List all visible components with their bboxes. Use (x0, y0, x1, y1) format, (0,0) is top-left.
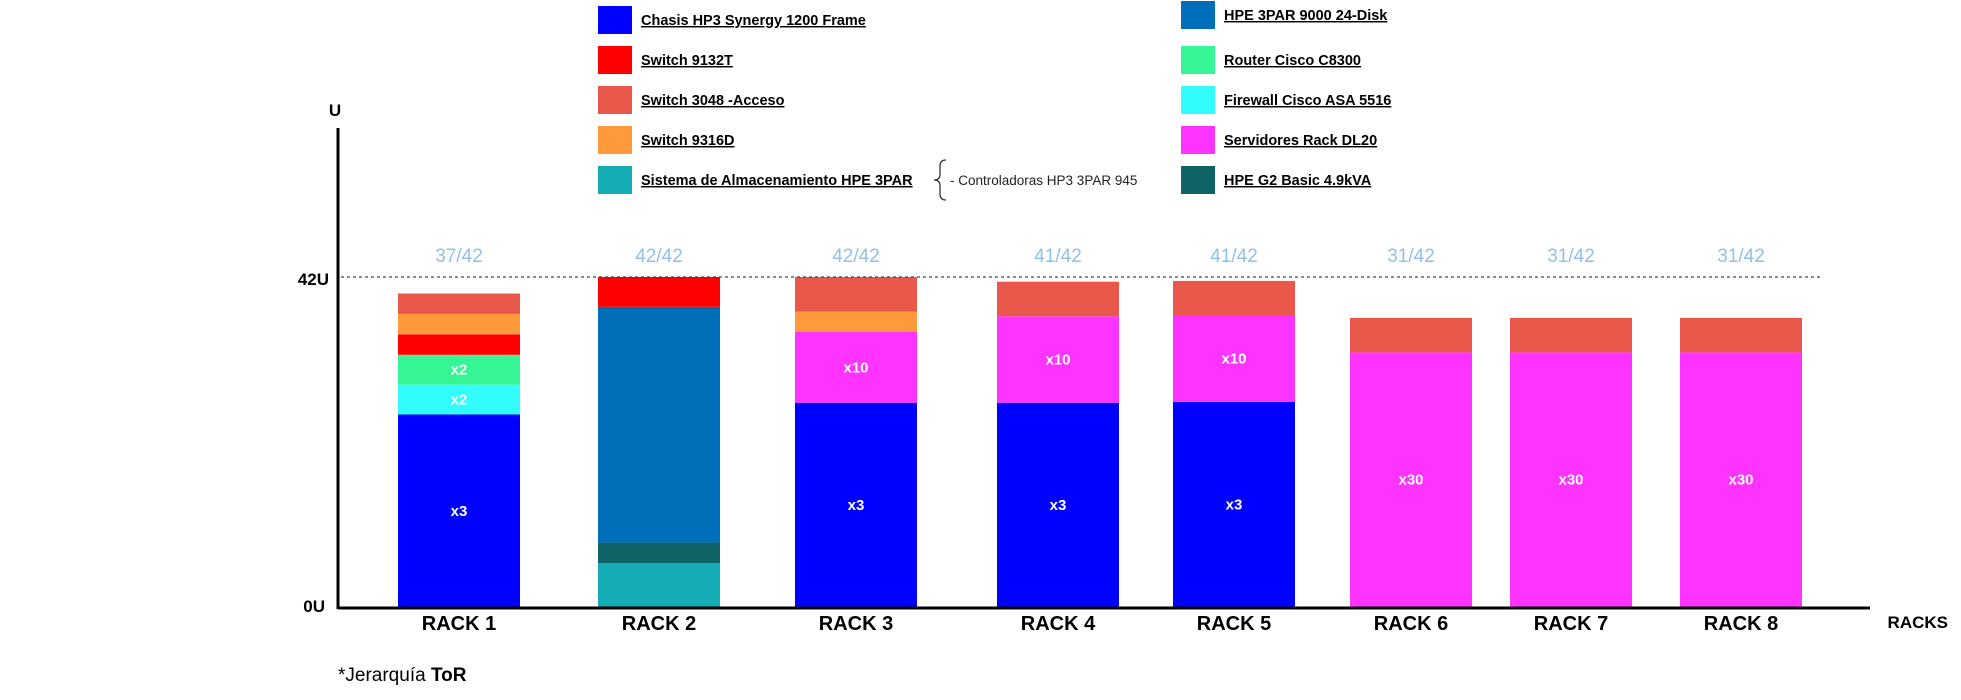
x-tick-rack-1: RACK 1 (422, 613, 496, 635)
segment-chasis (398, 414, 520, 607)
legend-swatch-sw3048 (598, 86, 632, 114)
segment-servers (997, 316, 1119, 403)
segment-label-servers: x30 (1398, 472, 1423, 489)
rack-bar-4: x3 x10 (997, 281, 1119, 607)
rack-bar-8: x30 (1680, 317, 1802, 607)
x-tick-rack-3: RACK 3 (819, 613, 893, 635)
segment-label-chasis: x3 (451, 503, 468, 520)
rack-bar-6: x30 (1350, 317, 1472, 607)
segment-label-servers: x10 (1221, 351, 1246, 368)
legend-swatch-disk (1181, 1, 1215, 29)
legend-label-disk: HPE 3PAR 9000 24-Disk (1224, 8, 1388, 24)
legend-label-sw9316: Switch 9316D (641, 133, 735, 149)
segment-sw9132 (398, 334, 520, 355)
legend-swatch-sw9316 (598, 126, 632, 154)
footnote-prefix: *Jerarquía (338, 665, 431, 686)
usage-label-rack-3: 42/42 (832, 246, 880, 267)
legend: Chasis HP3 Synergy 1200 Frame Switch 9132… (598, 1, 1391, 201)
legend-label-servers: Servidores Rack DL20 (1224, 133, 1377, 149)
rack-bar-2 (598, 277, 720, 607)
segment-sw9316 (795, 311, 917, 332)
segment-chasis (997, 402, 1119, 607)
x-tick-rack-6: RACK 6 (1374, 613, 1448, 635)
legend-swatch-firewall (1181, 86, 1215, 114)
y-tick-42u: 42U (298, 270, 329, 289)
legend-swatch-chasis (598, 6, 632, 34)
legend-swatch-storage (598, 166, 632, 194)
rack-bar-1: x3 x2 x2 (398, 293, 520, 607)
legend-swatch-sw9132 (598, 46, 632, 74)
y-tick-0u: 0U (303, 597, 325, 616)
segment-label-servers: x10 (843, 359, 868, 376)
footnote-bold: ToR (431, 665, 467, 686)
segment-disk (598, 306, 720, 543)
segment-label-servers: x10 (1045, 352, 1070, 369)
x-tick-rack-4: RACK 4 (1021, 613, 1096, 635)
legend-label-storage: Sistema de Almacenamiento HPE 3PAR (641, 173, 913, 189)
rack-bars: x3 x2 x2 x3 x10 x3 x10 x3 x10 x30 x30 x30 (398, 277, 1802, 607)
legend-label-sw3048: Switch 3048 -Acceso (641, 93, 785, 109)
legend-swatch-ups (1181, 166, 1215, 194)
segment-firewall (398, 384, 520, 415)
usage-label-rack-7: 31/42 (1547, 246, 1595, 267)
segment-servers (1510, 352, 1632, 607)
segment-sw3048 (1350, 317, 1472, 353)
segment-label-router: x2 (451, 362, 468, 379)
rack-bar-7: x30 (1510, 317, 1632, 607)
segment-chasis (1173, 401, 1295, 607)
usage-label-rack-8: 31/42 (1717, 246, 1765, 267)
segment-label-chasis: x3 (848, 497, 865, 514)
legend-label-firewall: Firewall Cisco ASA 5516 (1224, 93, 1391, 109)
rack-bar-5: x3 x10 (1173, 280, 1295, 607)
legend-swatch-servers (1181, 126, 1215, 154)
x-tick-rack-5: RACK 5 (1197, 613, 1271, 635)
segment-servers (1350, 352, 1472, 607)
segment-label-chasis: x3 (1050, 497, 1067, 514)
segment-sw3048 (1510, 317, 1632, 353)
legend-label-sw9132: Switch 9132T (641, 53, 733, 69)
segment-sw9316 (398, 313, 520, 335)
usage-label-rack-1: 37/42 (435, 246, 483, 267)
segment-sw3048 (398, 293, 520, 314)
segment-label-servers: x30 (1558, 472, 1583, 489)
legend-note-storage: - Controladoras HP3 3PAR 945 (950, 173, 1137, 188)
segment-chasis (795, 402, 917, 607)
usage-label-rack-5: 41/42 (1210, 246, 1258, 267)
segment-sw3048 (1173, 280, 1295, 316)
y-axis-label: U (329, 101, 341, 120)
segment-sw3048 (997, 281, 1119, 317)
segment-label-chasis: x3 (1226, 496, 1243, 513)
legend-label-ups: HPE G2 Basic 4.9kVA (1224, 173, 1372, 189)
segment-servers (1680, 352, 1802, 607)
segment-label-firewall: x2 (451, 392, 468, 409)
legend-brace (933, 159, 947, 201)
x-axis-label: RACKS (1888, 613, 1948, 632)
x-tick-labels: RACK 1 RACK 2 RACK 3 RACK 4 RACK 5 RACK 6 RACK… (422, 613, 1778, 635)
usage-label-rack-6: 31/42 (1387, 246, 1435, 267)
segment-router (398, 354, 520, 385)
legend-swatch-router (1181, 46, 1215, 74)
legend-label-chasis: Chasis HP3 Synergy 1200 Frame (641, 13, 866, 29)
footnote: *Jerarquía ToR (338, 665, 467, 686)
rack-bar-3: x3 x10 (795, 277, 917, 607)
usage-label-rack-2: 42/42 (635, 246, 683, 267)
x-tick-rack-7: RACK 7 (1534, 613, 1608, 635)
segment-label-servers: x30 (1728, 472, 1753, 489)
x-tick-rack-8: RACK 8 (1704, 613, 1778, 635)
segment-servers (1173, 315, 1295, 402)
usage-label-rack-4: 41/42 (1034, 246, 1082, 267)
segment-ups (598, 542, 720, 563)
segment-sw9132 (598, 277, 720, 307)
segment-storage (598, 563, 720, 607)
x-tick-rack-2: RACK 2 (622, 613, 696, 635)
legend-label-router: Router Cisco C8300 (1224, 53, 1361, 69)
segment-sw3048 (1680, 317, 1802, 353)
usage-labels: 37/42 42/42 42/42 41/42 41/42 31/42 31/42 31/42 (435, 246, 1765, 267)
segment-sw3048 (795, 277, 917, 312)
segment-servers (795, 332, 917, 403)
